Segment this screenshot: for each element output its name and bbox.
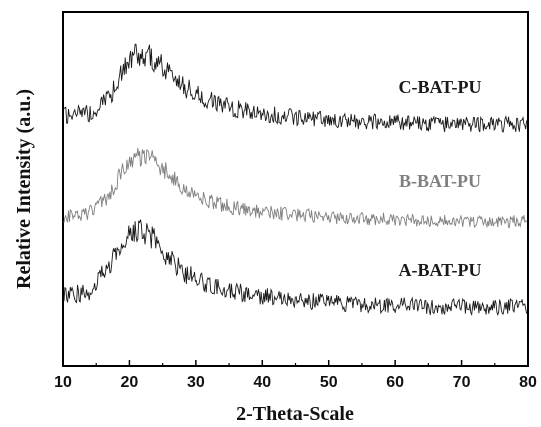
x-axis: 10 20 30 40 50 60 70 80 [54, 360, 537, 391]
series-line-c-bat-pu [63, 43, 528, 133]
series-labels: C-BAT-PU B-BAT-PU A-BAT-PU [398, 77, 481, 280]
x-tick-label: 30 [187, 374, 205, 391]
series-layer [63, 43, 528, 317]
series-label-c-bat-pu: C-BAT-PU [398, 77, 481, 97]
series-label-b-bat-pu: B-BAT-PU [399, 171, 481, 191]
x-tick-label: 10 [54, 374, 72, 391]
y-axis-title: Relative Intensity (a.u.) [13, 89, 35, 289]
x-tick-label: 40 [253, 374, 271, 391]
series-label-a-bat-pu: A-BAT-PU [398, 260, 481, 280]
x-axis-title: 2-Theta-Scale [236, 403, 354, 425]
x-tick-label: 80 [519, 374, 537, 391]
series-line-b-bat-pu [63, 148, 527, 229]
x-tick-label: 60 [386, 374, 404, 391]
x-tick-label: 70 [453, 374, 471, 391]
x-tick-label: 20 [121, 374, 139, 391]
series-line-a-bat-pu [63, 219, 528, 317]
x-tick-label: 50 [320, 374, 338, 391]
